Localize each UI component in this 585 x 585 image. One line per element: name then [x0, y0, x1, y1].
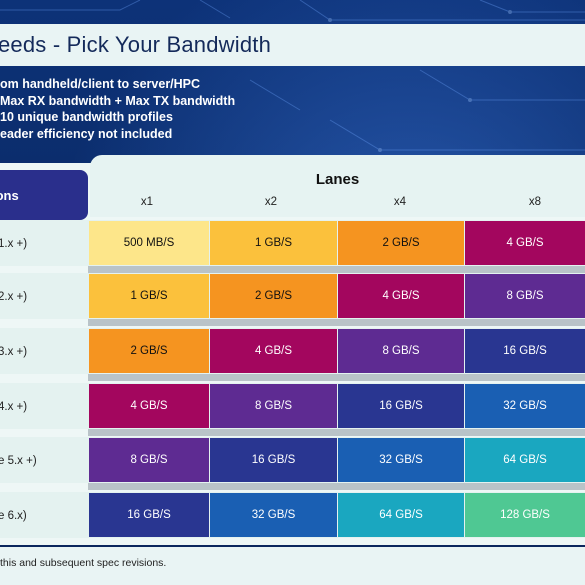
bandwidth-cell: 16 GB/S [465, 329, 585, 373]
bandwidth-cell: 500 MB/S [89, 221, 209, 265]
spec-revisions-label: ions [0, 187, 19, 203]
bandwidth-cell: 32 GB/S [465, 384, 585, 428]
bandwidth-cell: 16 GB/S [338, 384, 464, 428]
row-label-text: 4.x +) [0, 400, 28, 413]
row-label-text: e 6.x) [0, 509, 27, 522]
footer-note: this and subsequent spec revisions. [0, 557, 167, 569]
bandwidth-cell: 1 GB/S [210, 221, 337, 265]
bandwidth-cell: 1 GB/S [89, 274, 209, 318]
row-label: 2.x +) [0, 273, 88, 320]
row-label: e 6.x) [0, 492, 88, 539]
row-divider [88, 319, 585, 326]
bullet-list: om handheld/client to server/HPC Max RX … [0, 76, 235, 142]
lane-label-x4: x4 [393, 196, 407, 208]
bandwidth-cell: 4 GB/S [89, 384, 209, 428]
bandwidth-cell: 16 GB/S [89, 493, 209, 537]
bullet-item: Max RX bandwidth + Max TX bandwidth [0, 93, 236, 108]
row-label-text: 3.x +) [0, 345, 28, 358]
row-label-text: 1.x +) [0, 237, 28, 250]
row-divider [88, 266, 585, 273]
bandwidth-cell: 8 GB/S [338, 329, 464, 373]
row-label: 4.x +) [0, 383, 88, 430]
lanes-title: Lanes [315, 171, 360, 188]
bandwidth-cell: 4 GB/S [465, 221, 585, 265]
slide-title: eeds - Pick Your Bandwidth [0, 32, 272, 57]
row-divider [88, 429, 585, 436]
slide-footer: this and subsequent spec revisions. [0, 547, 585, 585]
bandwidth-cell: 2 GB/S [210, 274, 337, 318]
bandwidth-cell: 64 GB/S [465, 438, 585, 482]
row-label-text: 2.x +) [0, 290, 28, 303]
bandwidth-cell: 16 GB/S [210, 438, 337, 482]
row-label: e 5.x +) [0, 437, 88, 484]
row-label: 3.x +) [0, 328, 88, 375]
bandwidth-cell: 4 GB/S [210, 329, 337, 373]
bullet-item: 10 unique bandwidth profiles [0, 110, 173, 124]
bandwidth-cell: 8 GB/S [465, 274, 585, 318]
slide-title-bar: eeds - Pick Your Bandwidth [0, 24, 585, 66]
lane-label-x1: x1 [140, 196, 154, 208]
row-divider [88, 374, 585, 381]
bandwidth-cell: 32 GB/S [338, 438, 464, 482]
bandwidth-cell: 2 GB/S [89, 329, 209, 373]
row-label-text: e 5.x +) [0, 454, 37, 467]
row-divider [88, 483, 585, 490]
spec-revisions-header: ions [0, 170, 88, 220]
bandwidth-cell: 4 GB/S [338, 274, 464, 318]
lane-label-x8: x8 [528, 196, 542, 208]
bullet-item: om handheld/client to server/HPC [0, 77, 201, 91]
bandwidth-cell: 32 GB/S [210, 493, 337, 537]
lane-label-x2: x2 [264, 196, 278, 208]
bandwidth-cell: 8 GB/S [210, 384, 337, 428]
bandwidth-cell: 128 GB/S [465, 493, 585, 537]
bandwidth-cell: 8 GB/S [89, 438, 209, 482]
bullet-item: eader efficiency not included [0, 126, 173, 141]
row-label: 1.x +) [0, 220, 88, 267]
bandwidth-cell: 2 GB/S [338, 221, 464, 265]
lanes-header [90, 155, 585, 217]
bandwidth-cell: 64 GB/S [338, 493, 464, 537]
